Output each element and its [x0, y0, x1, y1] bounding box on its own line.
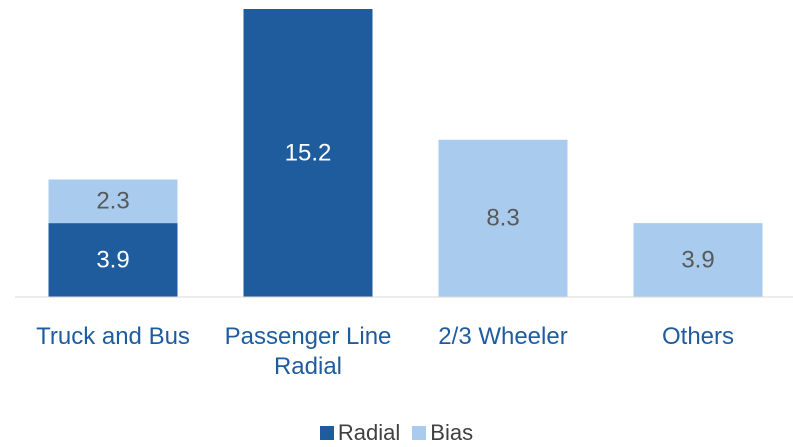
x-tick-label: Others	[661, 323, 735, 350]
bar-segment	[48, 223, 178, 297]
data-label: 2.3	[96, 188, 129, 215]
data-label: 3.9	[96, 246, 129, 273]
x-tick-label: 2/3 Wheeler	[438, 323, 568, 350]
x-tick-label: Passenger Line Radial	[224, 323, 392, 380]
legend-swatch	[412, 426, 427, 440]
legend-label: Radial	[337, 420, 401, 445]
bar-segment	[438, 139, 568, 297]
data-label: 8.3	[486, 205, 519, 232]
legend-item: Radial	[319, 420, 401, 446]
legend-swatch	[319, 426, 334, 440]
x-tick-label: Truck and Bus	[36, 323, 190, 350]
data-label: 15.2	[285, 139, 332, 166]
bar-segment	[48, 179, 178, 224]
legend-item: Bias	[412, 420, 473, 446]
bar-segment	[243, 9, 373, 297]
bar-segment	[633, 223, 763, 297]
legend-label: Bias	[430, 420, 474, 445]
data-label: 3.9	[681, 246, 714, 273]
legend: Radial Bias	[0, 420, 793, 446]
